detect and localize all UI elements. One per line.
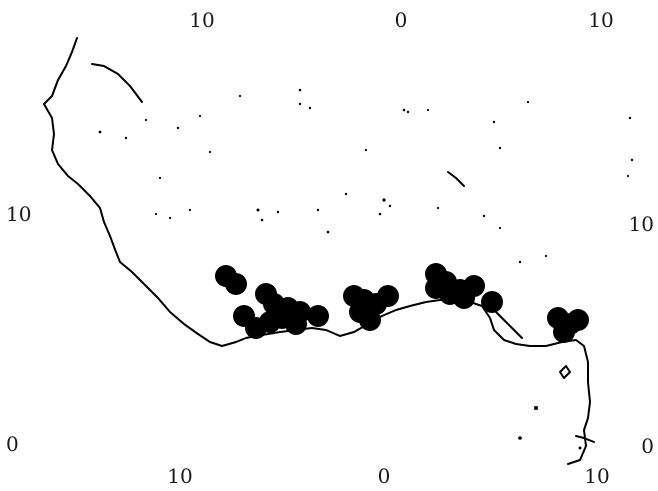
bottom-label-right: 10 [584, 464, 610, 488]
top-label-left: 10 [189, 8, 215, 32]
left-label-bottom: 0 [6, 432, 19, 456]
coastline-inlet [91, 63, 143, 103]
marker-30 [553, 321, 575, 343]
inland-specks [98, 88, 634, 450]
river-segment [447, 171, 465, 187]
left-label-top: 10 [6, 202, 32, 226]
bottom-label-left: 10 [167, 464, 193, 488]
marker-12 [307, 305, 329, 327]
island-outline [559, 365, 571, 379]
marker-26 [453, 287, 475, 309]
marker-11 [285, 313, 307, 335]
right-label-top: 10 [628, 212, 654, 236]
markers [215, 263, 589, 343]
west-africa-coastline [43, 37, 591, 465]
marker-16 [377, 285, 399, 307]
top-label-center: 0 [394, 8, 408, 32]
coast-detail [575, 435, 595, 443]
marker-23 [481, 291, 503, 313]
coastline [43, 37, 595, 465]
marker-18 [359, 309, 381, 331]
river-segment [495, 311, 523, 339]
marker-2 [225, 273, 247, 295]
top-label-right: 10 [588, 8, 614, 32]
right-label-bottom: 0 [641, 434, 654, 458]
bottom-label-center: 0 [377, 464, 391, 488]
